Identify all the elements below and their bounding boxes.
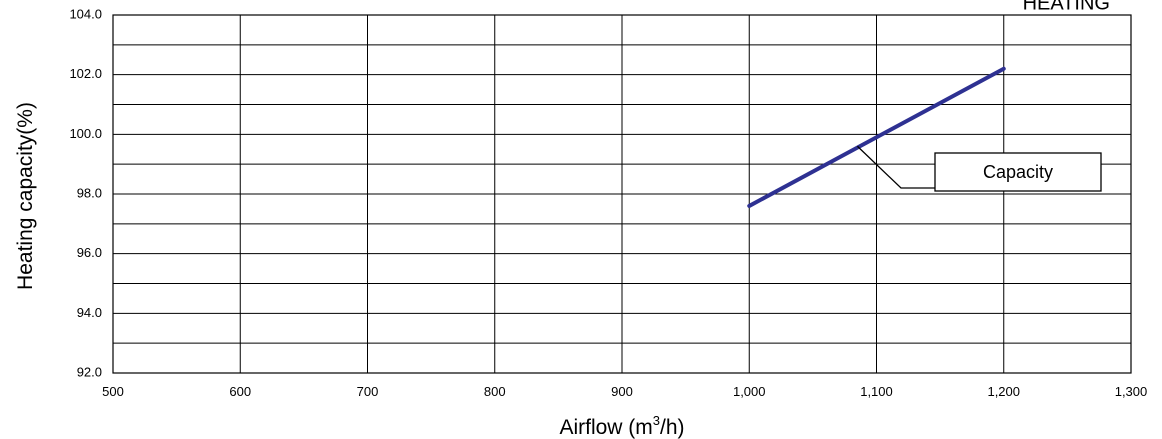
y-tick-label: 96.0 <box>77 245 102 260</box>
corner-label: HEATING <box>1023 0 1110 14</box>
y-tick-label: 100.0 <box>69 126 102 141</box>
y-tick-label: 98.0 <box>77 185 102 200</box>
y-tick-label: 104.0 <box>69 6 102 21</box>
grid <box>113 15 1131 373</box>
x-axis-title-main: Airflow (m <box>559 416 652 439</box>
y-tick-label: 94.0 <box>77 305 102 320</box>
callout-label: Capacity <box>983 162 1053 182</box>
y-tick-label: 102.0 <box>69 66 102 81</box>
callout-box <box>934 152 1102 192</box>
series-layer <box>747 66 1006 208</box>
x-axis-title: Airflow (m3/h) <box>559 413 684 439</box>
x-tick-label: 1,200 <box>987 384 1020 399</box>
x-tick-label: 1,000 <box>733 384 766 399</box>
x-tick-label: 900 <box>611 384 633 399</box>
x-tick-label: 600 <box>229 384 251 399</box>
x-tick-label: 1,100 <box>860 384 893 399</box>
x-tick-label: 700 <box>357 384 379 399</box>
y-axis-title: Heating capacity(%) <box>14 102 37 290</box>
callout-leader-line <box>856 145 935 189</box>
series-line-capacity <box>747 66 1006 208</box>
x-tick-label: 800 <box>484 384 506 399</box>
callout: Capacity <box>856 145 1102 192</box>
x-tick-label: 1,300 <box>1115 384 1148 399</box>
y-tick-label: 92.0 <box>77 364 102 379</box>
x-tick-label: 500 <box>102 384 124 399</box>
x-axis-title-sup: 3 <box>653 413 660 428</box>
x-axis-title-tail: /h) <box>660 416 685 439</box>
plot-frame <box>112 14 1132 374</box>
tick-labels: 92.0 94.0 96.0 98.0 100.0 102.0 104.0 500 600 700… <box>69 6 1147 399</box>
